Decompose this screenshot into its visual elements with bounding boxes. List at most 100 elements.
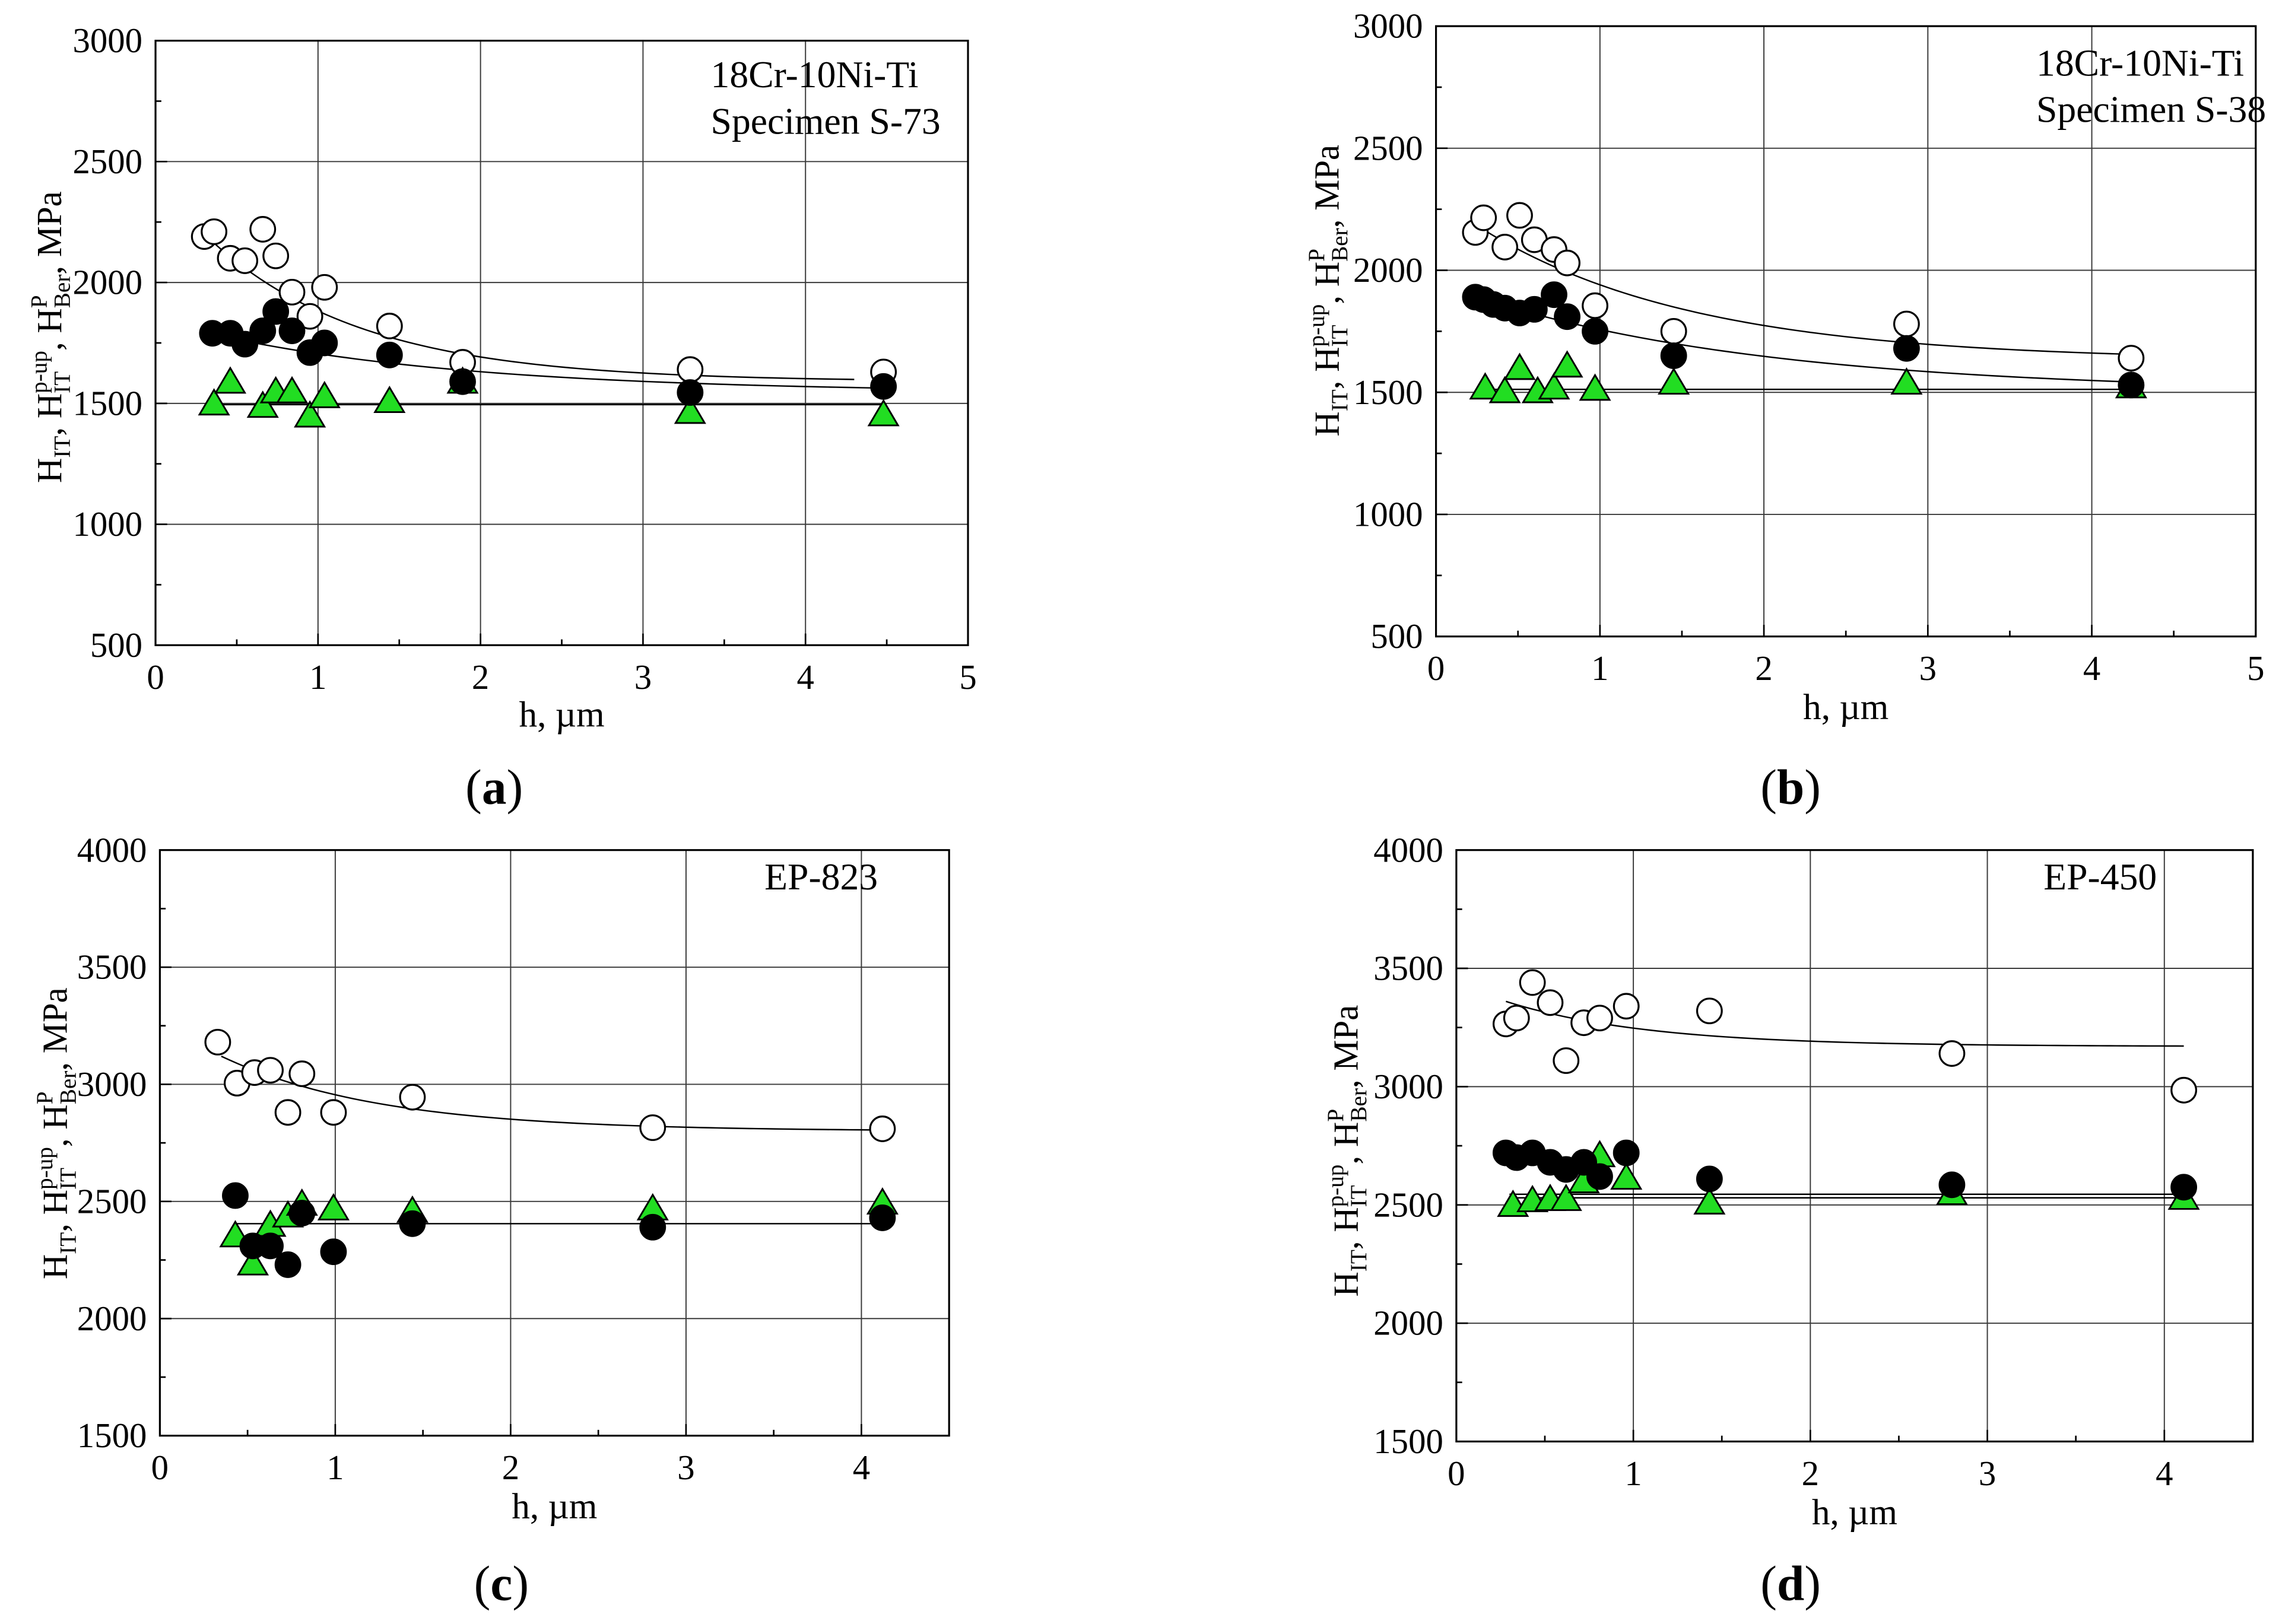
y-axis-label-base: , H (30, 308, 69, 351)
y-axis-label-sub: IT (55, 1168, 81, 1190)
data-point-triangle (1469, 372, 1502, 400)
data-point-circle-filled (869, 1205, 896, 1231)
data-point-circle-open (1586, 1005, 1613, 1032)
x-axis-label: h, µm (512, 1486, 597, 1527)
x-tick-label: 1 (309, 658, 326, 697)
y-axis-label-base: , H (1326, 1207, 1365, 1250)
data-point-circle-open (231, 247, 259, 274)
caption-letter: c (490, 1556, 512, 1611)
data-point-circle-open (288, 1060, 316, 1088)
caption-close: ) (1804, 760, 1821, 815)
data-point-circle-open (1938, 1040, 1966, 1067)
data-point-circle-filled (2118, 371, 2145, 399)
data-point-circle-open (257, 1057, 284, 1084)
data-point-triangle (1658, 367, 1690, 395)
data-point-circle-open (274, 1099, 301, 1126)
x-tick-label: 2 (1755, 649, 1772, 688)
y-tick-label: 3000 (1353, 7, 1423, 46)
data-point-circle-filled (288, 1200, 316, 1226)
x-tick-label: 0 (147, 658, 164, 697)
x-tick-label: 4 (853, 1448, 870, 1487)
x-axis-label: h, µm (1803, 687, 1888, 727)
y-axis-label: HIT, HITp-up, HBerP, MPa (1323, 1005, 1372, 1297)
caption-letter: d (1777, 1556, 1804, 1611)
data-point-circle-filled (231, 330, 259, 358)
data-point-circle-open (399, 1083, 426, 1111)
data-point-triangle (1693, 1187, 1726, 1215)
y-tick-label: 4000 (1373, 831, 1443, 869)
caption-open: ( (474, 1556, 491, 1611)
data-point-circle-open (201, 218, 228, 245)
y-tick-label: 3500 (77, 948, 147, 987)
x-tick-label: 4 (2083, 649, 2100, 688)
data-point-triangle (246, 390, 279, 418)
panel-annotation: EP-450 (2043, 856, 2157, 898)
data-point-circle-filled (278, 317, 306, 344)
y-tick-label: 1000 (72, 505, 142, 544)
x-tick-label: 4 (2156, 1454, 2173, 1493)
y-tick-label: 2500 (1353, 129, 1423, 167)
caption-close: ) (1804, 1556, 1821, 1611)
y-axis-label-base: , H (1308, 262, 1347, 304)
y-axis-label-base: , H (1308, 347, 1347, 389)
y-axis-label-sup: p-up (1304, 304, 1329, 347)
x-tick-label: 5 (2247, 649, 2264, 688)
x-axis-label: h, µm (1812, 1492, 1897, 1533)
plot-frame (1455, 849, 2254, 1442)
data-point-circle-filled (1660, 342, 1687, 369)
data-point-circle-filled (399, 1210, 426, 1237)
data-point-triangle (1551, 350, 1583, 378)
caption-open: ( (1760, 1556, 1777, 1611)
data-point-circle-filled (449, 368, 476, 395)
y-tick-label: 3000 (72, 21, 142, 60)
x-tick-label: 1 (326, 1448, 344, 1487)
x-tick-label: 0 (1448, 1454, 1465, 1493)
x-tick-label: 2 (1802, 1454, 1819, 1493)
data-point-circle-open (1506, 202, 1533, 229)
y-tick-label: 2500 (77, 1182, 147, 1221)
y-tick-label: 1500 (1373, 1422, 1443, 1461)
fit-curve (221, 1055, 883, 1131)
data-point-triangle (1503, 352, 1536, 380)
panel-annotation: 18Cr-10Ni-Ti (711, 53, 919, 96)
caption-letter: a (482, 760, 507, 815)
y-axis-label-base: , MPa (1308, 145, 1347, 228)
data-point-circle-open (320, 1099, 347, 1126)
x-tick-label: 3 (634, 658, 652, 697)
panel-annotation: Specimen S-73 (711, 100, 941, 142)
data-point-triangle (1890, 367, 1923, 395)
x-axis-label: h, µm (519, 694, 604, 735)
y-axis-label-sub: IT (1327, 389, 1353, 411)
y-axis-label-base: H (30, 458, 69, 483)
y-tick-label: 4000 (77, 831, 147, 869)
caption-close: ) (506, 760, 523, 815)
y-axis-label-sub: IT (1346, 1250, 1372, 1272)
data-point-circle-filled (1613, 1139, 1640, 1167)
y-axis-label-base: H (1308, 411, 1347, 436)
y-axis-label-sub: IT (1327, 325, 1353, 347)
data-point-triangle (1579, 373, 1611, 401)
data-point-circle-open (1491, 234, 1519, 260)
data-point-circle-filled (639, 1213, 666, 1241)
data-point-triangle (1610, 1162, 1643, 1190)
data-point-circle-open (376, 313, 403, 339)
y-axis-label-sub: Ber (50, 275, 75, 309)
y-tick-label: 2000 (1373, 1304, 1443, 1343)
data-point-circle-filled (870, 373, 897, 400)
y-tick-label: 2500 (1373, 1186, 1443, 1224)
fit-curve (1506, 1000, 2184, 1047)
fit-curve (1477, 225, 2131, 355)
data-point-circle-filled (262, 298, 290, 325)
data-point-circle-open (1553, 1047, 1580, 1074)
x-tick-label: 5 (959, 658, 976, 697)
y-axis-label-sub: Ber (1327, 228, 1353, 262)
data-point-circle-filled (311, 329, 338, 357)
y-axis-label-base: H (1326, 1272, 1365, 1296)
y-tick-label: 500 (90, 626, 142, 665)
data-point-circle-filled (1582, 317, 1608, 345)
y-tick-label: 1500 (72, 384, 142, 422)
data-point-circle-open (1503, 1005, 1530, 1032)
data-point-circle-filled (1696, 1165, 1723, 1193)
